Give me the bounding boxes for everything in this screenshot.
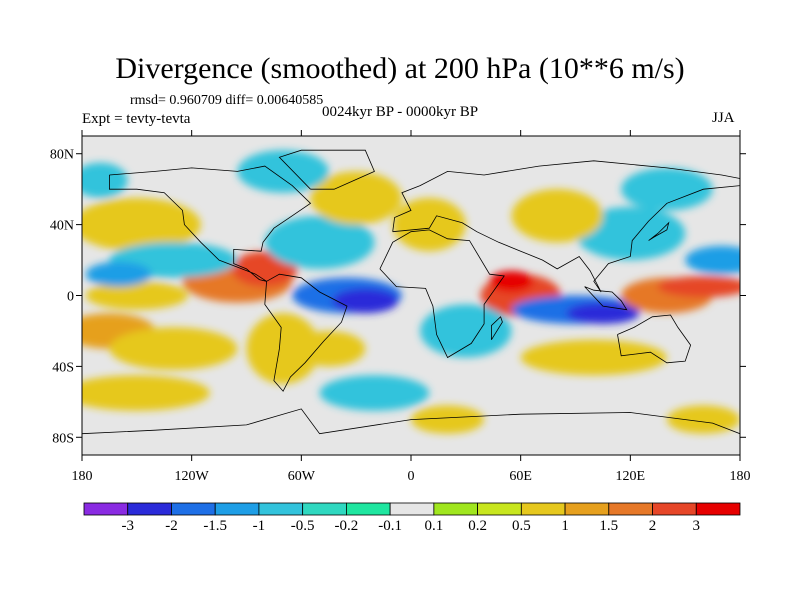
y-tick-label: 0 [67,290,74,305]
coastline [584,286,628,311]
colorbar-swatch [345,502,391,516]
y-tick-label: 80N [50,148,74,163]
field-region [575,206,686,261]
colorbar-label: 3 [692,518,701,534]
coastline [392,160,740,293]
colorbar [83,502,741,516]
colorbar-label: -3 [121,518,134,534]
field-region [621,167,713,211]
coastline [648,221,670,241]
colorbar-label: 0.2 [468,518,487,534]
colorbar-label: -0.1 [378,518,402,534]
field-region [237,150,329,193]
field-region [85,281,189,310]
coastlines [82,149,740,435]
colorbar-swatch [302,502,347,516]
plot-title: Divergence (smoothed) at 200 hPa (10**6 … [115,52,685,85]
axis-ticks: 180 120W 60W 0 60E 120E 180 80N 40N 0 40S 80S [50,130,751,484]
colorbar-label: -1 [252,518,266,534]
colorbar-label: 2 [648,518,657,534]
x-tick-label: 180 [72,469,93,484]
time-range-subtitle: 0024kyr BP - 0000kyr BP [322,104,479,120]
field-region [82,198,201,252]
field-region [489,270,534,292]
coastline [617,314,692,364]
coastline [109,165,312,282]
colorbar-swatch [477,502,522,516]
field-region [109,327,238,370]
divergence-field [82,150,740,434]
field-region [82,375,210,411]
season-label: JJA [712,110,735,126]
x-tick-label: 60W [288,469,316,484]
field-region [292,330,366,367]
coastline [379,229,505,359]
field-region [319,375,430,411]
colorbar-label: 0.5 [511,518,531,534]
field-region [332,288,399,314]
y-tick-label: 40N [50,219,74,234]
colorbar-swatch [520,502,566,516]
colorbar-label: 1.5 [599,518,619,534]
field-region [310,171,402,225]
colorbar-swatch [258,502,304,516]
field-region [685,245,740,275]
colorbar-swatch [171,502,216,516]
x-tick-label: 60E [509,469,532,484]
colorbar-swatch [127,502,172,516]
field-region [657,276,740,298]
x-tick-label: 120W [175,469,210,484]
colorbar-label: -0.5 [290,518,315,534]
field-region [411,405,485,434]
coastline [491,316,503,341]
y-tick-label: 80S [52,431,74,446]
colorbar-swatch [433,502,479,516]
colorbar-swatch [564,502,610,516]
field-region [85,261,152,287]
field-region [420,304,512,358]
y-tick-label: 40S [52,360,74,375]
stats-label: rmsd= 0.960709 diff= 0.00640585 [130,93,324,108]
field-region [392,198,466,252]
colorbar-label: 0.1 [424,518,444,534]
coastline [278,149,375,190]
colorbar-swatch [83,502,129,516]
colorbar-swatch [214,502,260,516]
coastline [82,408,740,435]
colorbar-swatch [695,502,741,516]
experiment-label: Expt = tevty-tevta [82,111,191,127]
x-tick-label: 0 [408,469,415,484]
field-region [264,215,375,269]
field-region [511,189,603,243]
colorbar-label: -1.5 [203,518,228,534]
field-region [82,162,128,199]
x-tick-label: 120E [616,469,646,484]
colorbar-swatch [652,502,697,516]
coastline [264,273,348,392]
colorbar-label: -2 [165,518,178,534]
colorbar-label: -0.2 [334,518,359,534]
colorbar-swatch [608,502,653,516]
x-tick-label: 180 [730,469,751,484]
field-region [520,339,667,376]
field-region [566,302,640,324]
colorbar-label: 1 [561,518,569,534]
colorbar-swatch [389,502,435,516]
